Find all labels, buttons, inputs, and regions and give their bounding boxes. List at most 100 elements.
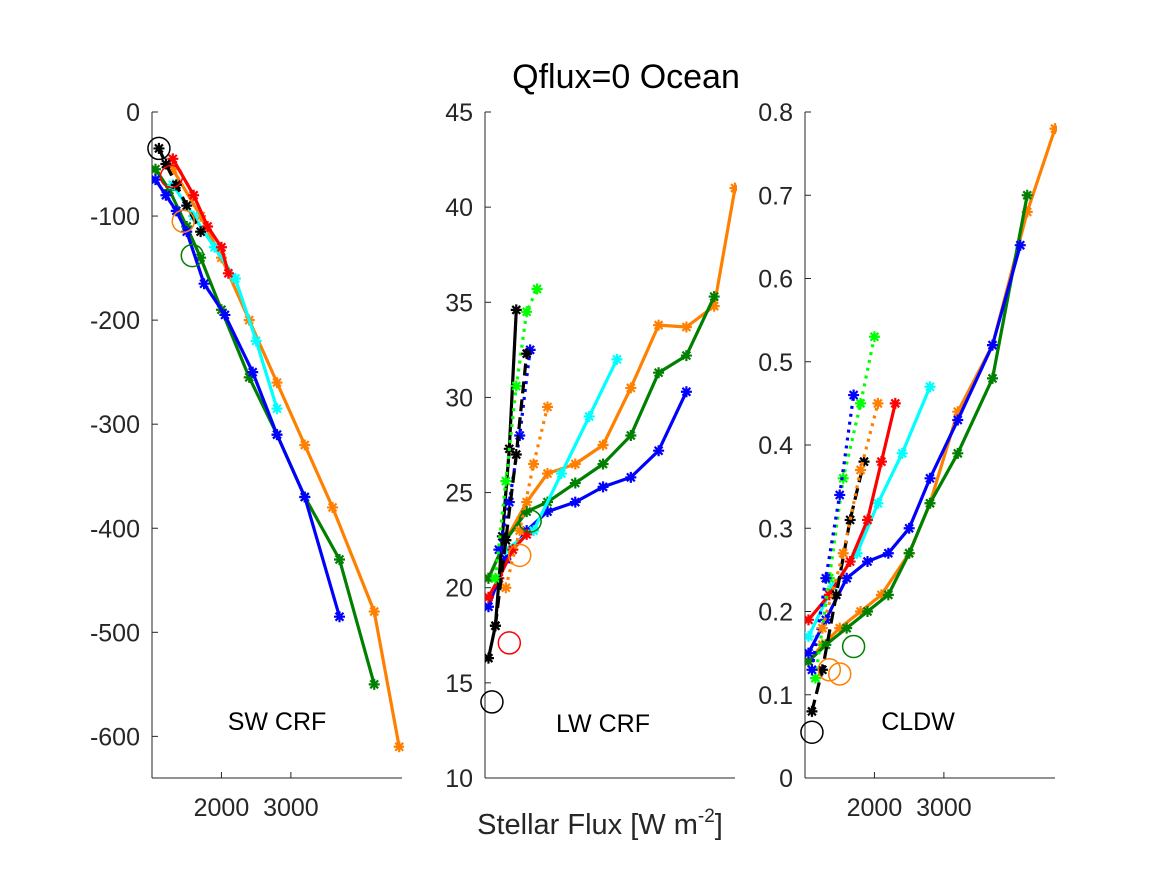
data-point-red (507, 544, 519, 556)
data-point-green (569, 477, 581, 489)
data-point-blue (299, 491, 311, 503)
data-point-orange (875, 589, 887, 601)
panel-data (805, 123, 1057, 717)
data-point-blue (987, 339, 998, 351)
data-point-green (903, 547, 915, 559)
data-point-red (889, 397, 901, 409)
panel-3: 0 0.1 0.2 0.3 0.4 0.5 0.6 0.7 0.8 2000 3000 CLDW (758, 99, 1057, 822)
y-tick-label: 0 (126, 99, 140, 127)
data-point-green (862, 606, 873, 617)
y-tick-label: 0.1 (758, 682, 793, 710)
data-point-blue (903, 522, 915, 534)
data-point-green (485, 572, 494, 584)
series-line-red (487, 533, 528, 598)
circle-marker (171, 209, 195, 234)
data-point-red (875, 456, 887, 468)
x-axis-label: Stellar Flux [W m-2] (477, 806, 723, 841)
series-line-green (487, 295, 716, 579)
series-line-orange-dotted (820, 402, 880, 629)
data-point-green (680, 350, 692, 362)
data-point-orange (1021, 206, 1033, 218)
data-point-orange (1049, 123, 1057, 135)
data-point-orange (680, 321, 692, 333)
data-point-black (181, 200, 193, 212)
y-tick-label: -400 (90, 515, 140, 543)
data-point-blue (653, 445, 665, 457)
data-point-lime-dotted (868, 331, 880, 343)
data-point-red (167, 153, 179, 165)
data-point-orange (368, 606, 380, 617)
data-point-lime-dotted (531, 283, 543, 295)
x-tick-label: 3000 (263, 794, 319, 822)
circle-marker (841, 634, 866, 659)
data-point-green (805, 655, 814, 667)
data-point-green (334, 553, 345, 565)
data-point-orange (834, 622, 846, 634)
series-line-black-dashed (493, 353, 529, 626)
data-point-blue (198, 278, 210, 290)
data-point-black-dashed (489, 620, 501, 632)
data-point-blue (952, 414, 964, 426)
circle-marker (817, 658, 842, 682)
data-point-orange (625, 382, 637, 394)
data-point-green (708, 291, 720, 303)
data-point-lime-dotted (489, 572, 501, 584)
data-point-green (653, 367, 665, 379)
data-point-cyan (583, 410, 595, 422)
y-tick-label: 0 (779, 765, 793, 793)
data-point-red (202, 220, 214, 232)
data-point-black-dashed (510, 449, 522, 461)
data-point-cyan (229, 273, 241, 284)
data-point-red (188, 189, 200, 201)
series-line-blue-dotted (497, 349, 532, 551)
circle-marker (159, 164, 184, 189)
series-line-green (807, 195, 1029, 663)
data-point-orange (569, 458, 581, 470)
data-point-blue (862, 556, 873, 568)
data-point-orange (708, 300, 720, 312)
circle-marker (147, 136, 171, 161)
x-axis-label-superscript: -2 (698, 806, 715, 827)
data-point-cyan (528, 525, 540, 537)
circle-marker (507, 543, 532, 568)
data-point-red (844, 556, 856, 568)
circle-marker (497, 631, 522, 655)
panel-label: SW CRF (228, 708, 327, 736)
data-point-cyan (250, 335, 262, 347)
data-point-blue (597, 481, 609, 493)
data-point-blue-dotted (848, 389, 860, 401)
data-point-cyan (924, 381, 936, 393)
data-point-black (153, 142, 165, 154)
data-point-orange (542, 468, 553, 480)
data-point-black-dashed (858, 456, 870, 468)
data-point-black-dashed (521, 348, 533, 360)
data-point-red (823, 589, 835, 601)
data-point-orange (653, 319, 665, 331)
circle-marker (480, 690, 504, 714)
data-point-orange (271, 377, 283, 389)
data-point-green (952, 447, 964, 459)
data-point-blue-dotted (820, 572, 832, 584)
data-point-cyan (271, 403, 283, 415)
data-point-cyan (209, 241, 220, 253)
y-tick-label: 30 (445, 384, 473, 412)
data-point-green (882, 589, 894, 601)
data-point-black-dashed (806, 705, 818, 717)
data-point-orange-dotted (855, 464, 867, 476)
panels-group: 0 -100 -200 -300 -400 -500 -600 2000 3000 SW CRF 1… (90, 99, 1057, 822)
data-point-orange (952, 406, 964, 418)
data-point-black (195, 226, 207, 238)
data-point-green (625, 429, 637, 441)
y-tick-label: 15 (445, 670, 473, 698)
data-point-blue (247, 366, 259, 378)
panel-label: CLDW (881, 708, 955, 736)
y-tick-label: -300 (90, 411, 140, 439)
y-tick-label: 0.3 (758, 515, 793, 543)
data-point-orange (729, 182, 737, 194)
y-tick-label: 10 (445, 765, 473, 793)
data-point-black-dashed (830, 589, 842, 601)
data-point-red (805, 614, 814, 626)
data-point-blue (485, 601, 494, 613)
y-tick-label: 45 (445, 99, 473, 127)
